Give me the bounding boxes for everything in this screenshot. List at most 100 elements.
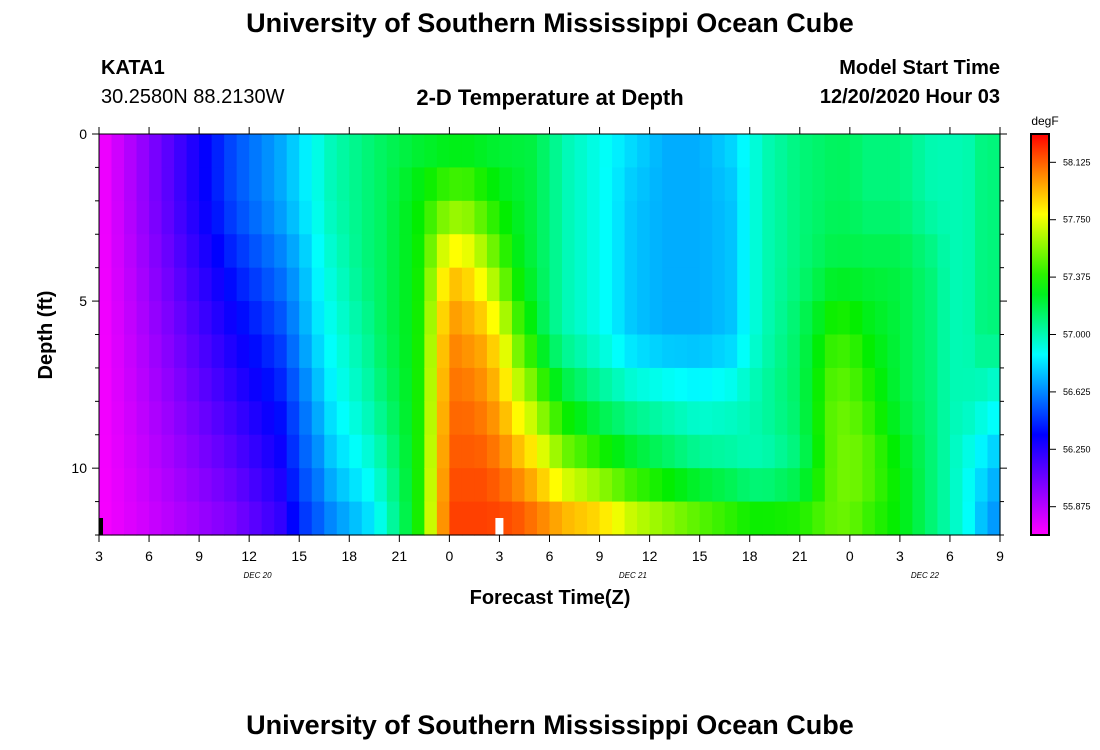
heatmap-cell	[111, 200, 125, 235]
heatmap-cell	[774, 200, 788, 235]
heatmap-cell	[199, 134, 213, 169]
heatmap-cell	[261, 267, 275, 302]
heatmap-cell	[862, 334, 876, 369]
heatmap-cell	[511, 267, 526, 302]
heatmap-cell	[737, 434, 751, 469]
heatmap-cell	[587, 267, 601, 302]
heatmap-cell	[824, 468, 838, 503]
heatmap-cell	[737, 267, 751, 302]
heatmap-cell	[687, 501, 701, 536]
heatmap-cell	[812, 334, 826, 369]
heatmap-cell	[587, 301, 601, 336]
y-tick-label: 5	[79, 293, 87, 309]
heatmap-cell	[511, 334, 526, 369]
x-tick-label: 9	[996, 548, 1004, 564]
heatmap-cell	[924, 134, 939, 169]
heatmap-cell	[812, 234, 826, 269]
heatmap-cell	[424, 267, 438, 302]
heatmap-cell	[99, 401, 113, 436]
heatmap-cell	[124, 200, 138, 235]
heatmap-cell	[399, 234, 413, 269]
heatmap-cell	[336, 334, 350, 369]
heatmap-cell	[649, 367, 663, 402]
heatmap-cell	[937, 401, 951, 436]
heatmap-cell	[299, 367, 313, 402]
heatmap-cell	[349, 167, 363, 202]
heatmap-cell	[261, 234, 275, 269]
heatmap-cell	[261, 367, 275, 402]
heatmap-cell	[524, 401, 538, 436]
y-tick-label: 0	[79, 126, 87, 142]
heatmap-cell	[524, 200, 538, 235]
heatmap-cell	[974, 301, 989, 336]
x-date-label: DEC 20	[244, 571, 273, 580]
heatmap-cell	[962, 267, 976, 302]
heatmap-cell	[399, 468, 413, 503]
heatmap-cell	[862, 401, 876, 436]
heatmap-cell	[311, 167, 325, 202]
heatmap-cell	[499, 301, 513, 336]
heatmap-cell	[299, 167, 313, 202]
heatmap-cell	[261, 468, 275, 503]
heatmap-cell	[136, 167, 150, 202]
heatmap-cell	[361, 234, 375, 269]
heatmap-cell	[587, 401, 601, 436]
heatmap-cell	[361, 267, 375, 302]
heatmap-cell	[124, 367, 138, 402]
heatmap-cell	[987, 134, 1001, 169]
heatmap-cell	[261, 501, 275, 536]
x-tick-label: 12	[642, 548, 658, 564]
colorbar-tick-label: 56.250	[1063, 444, 1091, 454]
heatmap-cell	[161, 301, 175, 336]
heatmap-cell	[386, 234, 400, 269]
heatmap-cell	[374, 334, 388, 369]
heatmap-cell	[511, 167, 526, 202]
heatmap-cell	[962, 334, 976, 369]
heatmap-cell	[799, 200, 813, 235]
heatmap-cell	[637, 134, 651, 169]
heatmap-cell	[674, 267, 688, 302]
heatmap-cell	[174, 200, 188, 235]
heatmap-cell	[887, 200, 901, 235]
heatmap-cell	[449, 200, 463, 235]
heatmap-cell	[662, 367, 676, 402]
heatmap-cell	[612, 367, 626, 402]
heatmap-cell	[236, 367, 250, 402]
heatmap-cell	[724, 267, 738, 302]
heatmap-cell	[524, 468, 538, 503]
heatmap-cell	[949, 134, 964, 169]
heatmap-cell	[336, 301, 350, 336]
heatmap-cell	[762, 367, 776, 402]
heatmap-cell	[224, 434, 238, 469]
heatmap-cell	[149, 234, 163, 269]
heatmap-cell	[349, 434, 363, 469]
heatmap-cell	[411, 301, 425, 336]
heatmap-cell	[937, 367, 951, 402]
heatmap-cell	[161, 134, 175, 169]
heatmap-cell	[824, 434, 838, 469]
heatmap-cell	[449, 334, 463, 369]
heatmap-cell	[924, 200, 939, 235]
heatmap-cell	[274, 134, 288, 169]
chart-title: 2-D Temperature at Depth	[416, 85, 684, 110]
heatmap-cell	[336, 200, 350, 235]
heatmap-cell	[849, 234, 863, 269]
heatmap-cell	[336, 501, 350, 536]
heatmap-cell	[224, 301, 238, 336]
heatmap-cell	[624, 367, 638, 402]
heatmap-cell	[411, 434, 425, 469]
heatmap-cell	[336, 401, 350, 436]
heatmap-cell	[474, 134, 488, 169]
heatmap-cell	[862, 234, 876, 269]
heatmap-cell	[637, 401, 651, 436]
heatmap-cell	[336, 167, 350, 202]
heatmap-cell	[562, 234, 576, 269]
heatmap-cell	[111, 401, 125, 436]
heatmap-cell	[862, 267, 876, 302]
heatmap-cell	[374, 234, 388, 269]
heatmap-cell	[286, 401, 300, 436]
heatmap-cell	[862, 200, 876, 235]
heatmap-cell	[649, 267, 663, 302]
heatmap-cell	[224, 134, 238, 169]
heatmap-cell	[799, 234, 813, 269]
